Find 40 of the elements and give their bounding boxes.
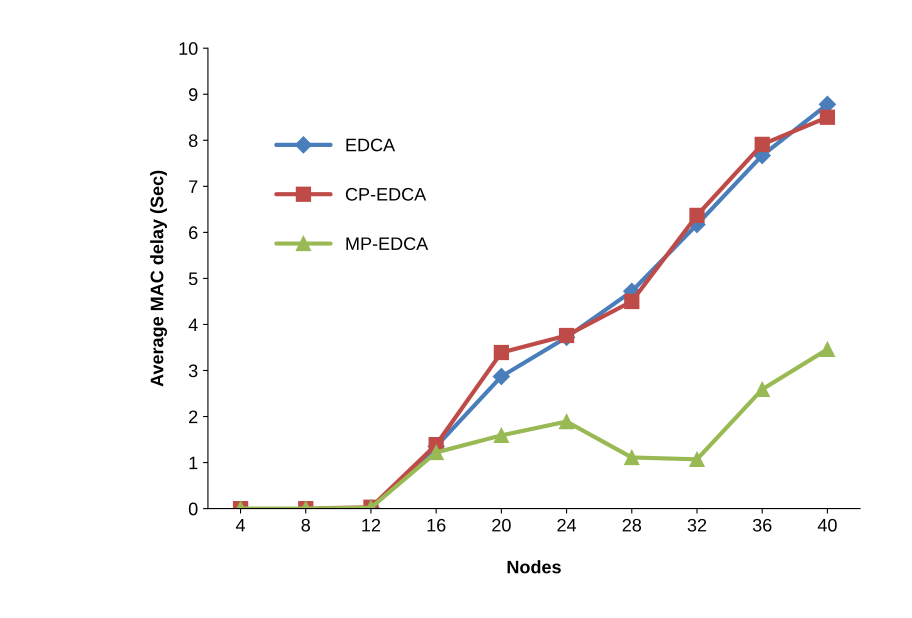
x-tick-label: 12 [362, 518, 380, 532]
x-tick-label: 32 [688, 518, 706, 532]
point [558, 328, 574, 344]
legend-label: EDCA [346, 138, 396, 152]
x-tick-label: 8 [302, 518, 310, 532]
point [494, 344, 510, 360]
point [494, 428, 510, 444]
y-tick-label: 4 [188, 318, 198, 331]
y-tick-label: 1 [190, 456, 198, 470]
x-tick-label: 4 [236, 519, 246, 532]
y-tick-label: 5 [188, 272, 198, 286]
point [624, 450, 640, 466]
point [754, 382, 770, 398]
point [492, 368, 510, 386]
y-tick-label: 8 [188, 134, 198, 148]
point [820, 110, 836, 125]
x-tick-label: 28 [622, 518, 642, 532]
point [754, 136, 770, 152]
y-axis-title: Average MAC delay (Sec) [150, 170, 168, 386]
x-axis-title: Nodes [508, 560, 561, 574]
y-tick-label: 2 [189, 410, 198, 424]
point [689, 208, 705, 223]
point [558, 414, 574, 430]
y-tick-label: 6 [189, 226, 198, 240]
x-tick-label: 16 [428, 518, 446, 532]
y-tick-label: 0 [188, 502, 198, 516]
point [624, 294, 640, 310]
point [689, 452, 705, 467]
legend-label: MP-EDCA [346, 237, 428, 250]
x-tick-label: 20 [492, 518, 511, 532]
x-tick-label: 24 [557, 518, 576, 532]
point [428, 444, 444, 460]
point [820, 342, 836, 357]
x-tick-label: 36 [752, 518, 772, 532]
x-tick-label: 40 [818, 518, 837, 532]
legend-label: CP-EDCA [346, 188, 426, 201]
y-tick-label: 7 [189, 180, 198, 193]
y-tick-label: 3 [188, 364, 198, 378]
y-tick-label: 9 [189, 88, 198, 101]
y-tick-label: 10 [180, 42, 198, 55]
